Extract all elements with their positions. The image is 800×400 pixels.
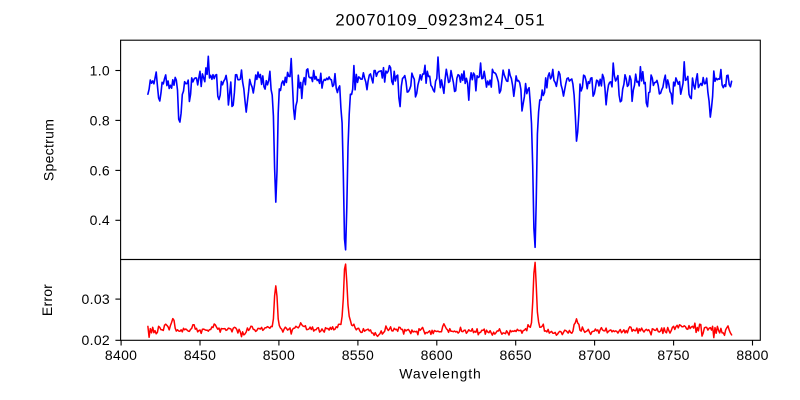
svg-text:1.0: 1.0: [90, 62, 110, 78]
svg-text:8500: 8500: [263, 347, 295, 363]
svg-text:8450: 8450: [184, 347, 216, 363]
svg-text:8400: 8400: [105, 347, 137, 363]
svg-text:8600: 8600: [421, 347, 453, 363]
svg-text:Error: Error: [39, 284, 55, 316]
svg-text:0.6: 0.6: [90, 162, 110, 178]
svg-text:0.4: 0.4: [90, 212, 110, 228]
svg-text:8800: 8800: [736, 347, 768, 363]
svg-text:20070109_0923m24_051: 20070109_0923m24_051: [335, 11, 545, 30]
svg-text:8550: 8550: [342, 347, 374, 363]
svg-text:Wavelength: Wavelength: [399, 366, 481, 382]
svg-text:0.03: 0.03: [82, 291, 110, 307]
svg-text:8750: 8750: [657, 347, 689, 363]
svg-text:Spectrum: Spectrum: [40, 119, 56, 181]
svg-text:0.02: 0.02: [82, 332, 110, 348]
svg-text:8650: 8650: [500, 347, 532, 363]
svg-text:8700: 8700: [578, 347, 610, 363]
svg-text:0.8: 0.8: [90, 112, 110, 128]
